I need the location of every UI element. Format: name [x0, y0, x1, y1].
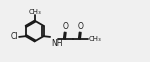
Text: Cl: Cl [11, 32, 18, 41]
Text: CH₃: CH₃ [89, 36, 102, 42]
Text: O: O [78, 22, 84, 31]
Text: O: O [63, 22, 69, 31]
Text: NH: NH [51, 39, 62, 48]
Text: CH₃: CH₃ [28, 9, 41, 15]
